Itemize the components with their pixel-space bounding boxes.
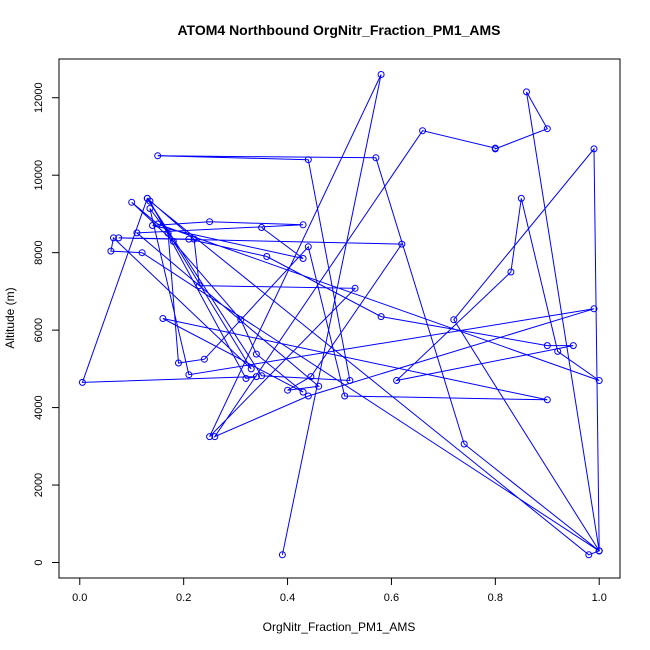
data-point: [341, 392, 349, 400]
data-point: [398, 240, 406, 248]
data-point: [460, 440, 468, 448]
data-point: [263, 253, 271, 260]
data-point: [138, 249, 146, 257]
series-points: [78, 71, 603, 559]
data-point: [595, 377, 603, 384]
data-point: [590, 145, 598, 153]
data-point: [372, 154, 380, 162]
data-point: [78, 378, 86, 386]
data-point: [206, 218, 214, 226]
data-point: [206, 433, 214, 441]
data-point: [543, 396, 551, 404]
series-line: [81, 74, 601, 556]
x-tick-label: 0.2: [176, 592, 191, 604]
data-point: [159, 315, 167, 322]
data-point: [252, 373, 260, 381]
x-axis: 0.0 0.2 0.4 0.6 0.8 1.0: [72, 577, 607, 604]
data-point: [590, 305, 598, 313]
data-point: [185, 371, 193, 379]
data-point: [377, 313, 385, 321]
chart-title: ATOM4 Northbound OrgNitr_Fraction_PM1_AM…: [177, 22, 500, 38]
data-point: [107, 247, 115, 255]
data-point: [146, 205, 154, 212]
data-point: [252, 350, 260, 358]
data-point: [169, 237, 177, 245]
data-point: [299, 388, 307, 396]
data-point: [143, 194, 151, 202]
data-point: [543, 125, 551, 133]
y-tick-label: 8000: [33, 240, 45, 264]
data-point: [595, 547, 603, 555]
data-point: [278, 551, 286, 559]
data-point: [585, 551, 593, 559]
data-point: [154, 152, 162, 160]
x-axis-label: OrgNitr_Fraction_PM1_AMS: [263, 620, 416, 634]
data-point: [346, 377, 354, 384]
x-tick-label: 1.0: [592, 592, 607, 604]
data-point: [185, 235, 193, 243]
data-point: [315, 382, 323, 390]
data-point: [507, 268, 515, 276]
data-point: [304, 392, 312, 400]
data-point: [523, 88, 530, 96]
data-point: [491, 144, 499, 152]
data-point: [258, 372, 266, 380]
data-point: [307, 373, 315, 381]
data-point: [304, 156, 312, 164]
y-tick-label: 4000: [33, 395, 45, 419]
data-point: [149, 222, 156, 229]
data-point: [128, 198, 136, 206]
data-point: [450, 316, 458, 324]
x-tick-label: 0.6: [384, 592, 399, 604]
data-point: [211, 433, 219, 441]
x-tick-label: 0.4: [280, 592, 295, 604]
y-tick-label: 6000: [33, 318, 45, 342]
data-point: [543, 342, 551, 350]
data-point: [377, 71, 385, 78]
y-tick-label: 2000: [33, 473, 45, 497]
data-point: [419, 127, 427, 135]
series-lines: [81, 74, 601, 556]
data-point: [200, 355, 208, 363]
data-point: [242, 375, 250, 382]
x-tick-label: 0.8: [488, 592, 503, 604]
y-tick-label: 10000: [33, 160, 45, 191]
y-axis-label: Altitude (m): [3, 287, 17, 348]
y-tick-label: 0: [33, 559, 45, 565]
data-point: [299, 221, 307, 229]
data-point: [304, 243, 312, 251]
x-tick-label: 0.0: [72, 592, 87, 604]
data-point: [190, 235, 198, 243]
y-tick-label: 12000: [33, 82, 45, 113]
data-point: [175, 359, 182, 367]
data-point: [554, 347, 562, 355]
y-axis: 0 2000 4000 6000 8000 10000 12000: [33, 82, 60, 566]
data-point: [237, 316, 245, 324]
data-point: [351, 284, 359, 292]
data-point: [569, 342, 577, 350]
data-point: [164, 229, 172, 237]
data-point: [299, 255, 307, 262]
data-point: [247, 365, 255, 373]
data-point: [133, 229, 141, 237]
data-point: [195, 282, 203, 290]
data-point: [284, 386, 292, 394]
data-point: [258, 224, 266, 231]
data-point: [115, 234, 123, 242]
data-point: [517, 194, 525, 202]
data-point: [110, 234, 117, 242]
data-point: [393, 377, 401, 384]
